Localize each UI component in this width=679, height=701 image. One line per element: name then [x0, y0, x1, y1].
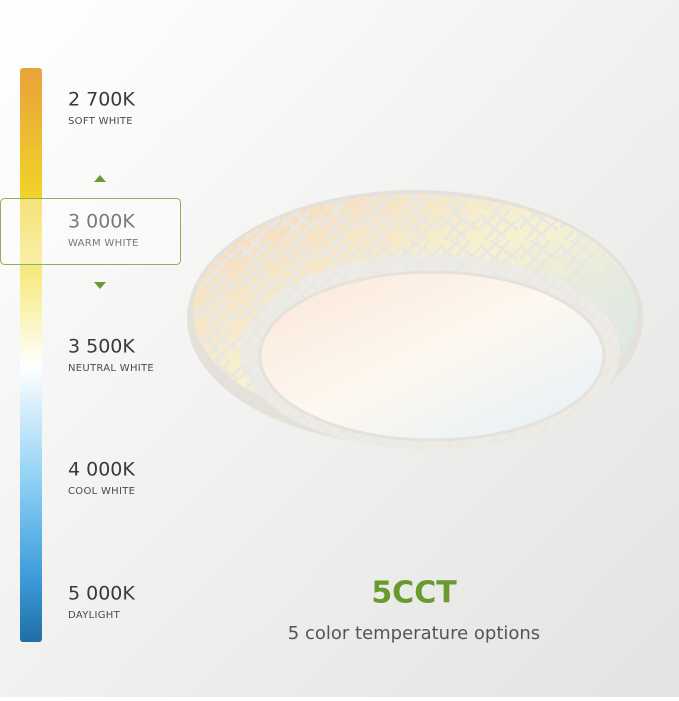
- temperature-label: 2 700K: [68, 89, 135, 111]
- temperature-name: COOL WHITE: [68, 486, 135, 497]
- lamp: [187, 190, 643, 450]
- temperature-label: 3 000K: [68, 211, 135, 233]
- option[interactable]: 3 000K WARM WHITE: [68, 211, 139, 250]
- temperature-name: WARM WHITE: [68, 238, 139, 249]
- subtitle: 5 color temperature options: [288, 623, 540, 644]
- temperature-name: SOFT WHITE: [68, 116, 133, 127]
- arrow-down[interactable]: [94, 282, 106, 289]
- option[interactable]: 4 000K COOL WHITE: [68, 459, 135, 498]
- arrow-up[interactable]: [94, 175, 106, 182]
- temperature-name: NEUTRAL WHITE: [68, 363, 154, 374]
- temperature-label: 4 000K: [68, 459, 135, 481]
- temperature-label: 5 000K: [68, 583, 135, 605]
- temperature-label: 3 500K: [68, 336, 135, 358]
- option[interactable]: 2 700K SOFT WHITE: [68, 89, 135, 128]
- selection-box: [0, 198, 181, 265]
- temperature-bar: [20, 68, 42, 642]
- option[interactable]: 5 000K DAYLIGHT: [68, 583, 135, 622]
- headline: 5CCT: [371, 576, 457, 611]
- temperature-name: DAYLIGHT: [68, 610, 121, 621]
- option[interactable]: 3 500K NEUTRAL WHITE: [68, 336, 154, 375]
